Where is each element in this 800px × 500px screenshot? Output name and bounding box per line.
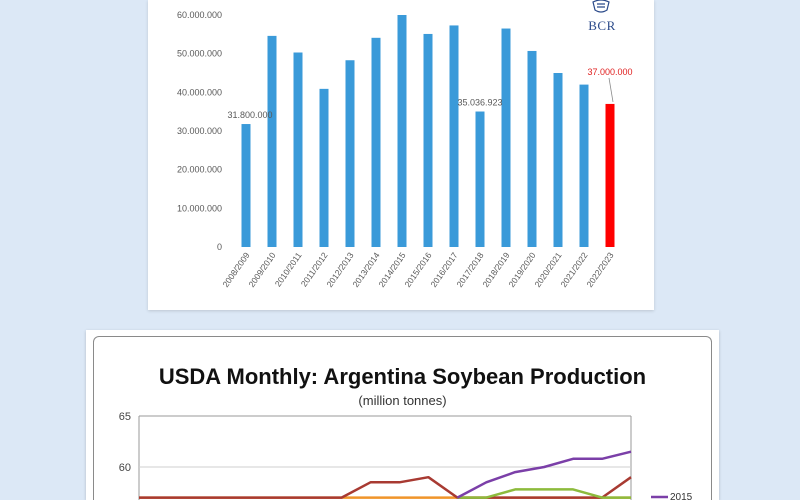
- y-tick-label: 20.000.000: [177, 165, 222, 175]
- y-tick-label: 65: [119, 411, 131, 423]
- bar: [553, 73, 563, 247]
- bcr-logo-icon: [592, 0, 610, 13]
- legend-label: 2015: [670, 492, 693, 500]
- y-tick-label: 60.000.000: [177, 10, 222, 20]
- bar: [527, 50, 537, 248]
- bar: [319, 88, 329, 247]
- line-chart-frame: [93, 336, 712, 500]
- series-line: [457, 488, 631, 499]
- bar: [579, 84, 589, 247]
- line-chart-subtitle: (million tonnes): [358, 393, 447, 408]
- bar: [449, 25, 459, 247]
- bar: [371, 37, 381, 248]
- data-label: 37.000.000: [587, 67, 632, 77]
- y-tick-label: 40.000.000: [177, 87, 222, 97]
- bar-chart: 0 10.000.000 20.000.000 30.000.000 40.000.00…: [177, 10, 633, 289]
- y-tick-label: 0: [217, 242, 222, 252]
- data-label-leader: [608, 77, 614, 102]
- line-chart: 65 60 2015: [119, 411, 693, 500]
- series-line: [139, 475, 632, 499]
- bar: [501, 28, 511, 248]
- bar: [345, 60, 355, 247]
- bar: [267, 35, 277, 247]
- bar-chart-panel: 0 10.000.000 20.000.000 30.000.000 40.000.00…: [148, 0, 654, 310]
- bar: [241, 124, 251, 247]
- bcr-logo-text: BCR: [588, 18, 616, 33]
- line-chart-title: USDA Monthly: Argentina Soybean Producti…: [158, 364, 647, 389]
- line-chart-panel: USDA Monthly: Argentina Soybean Producti…: [86, 330, 719, 500]
- bar: [423, 33, 433, 247]
- bar: [293, 52, 303, 247]
- y-tick-label: 60: [119, 462, 131, 474]
- y-tick-label: 10.000.000: [177, 203, 222, 213]
- data-label: 31.800.000: [227, 110, 272, 120]
- y-tick-label: 50.000.000: [177, 49, 222, 59]
- bar: [397, 15, 407, 247]
- bar: [605, 103, 615, 247]
- y-tick-label: 30.000.000: [177, 126, 222, 136]
- bar: [475, 111, 485, 247]
- series-line: [456, 450, 632, 499]
- data-label: 35.036.923: [457, 98, 502, 108]
